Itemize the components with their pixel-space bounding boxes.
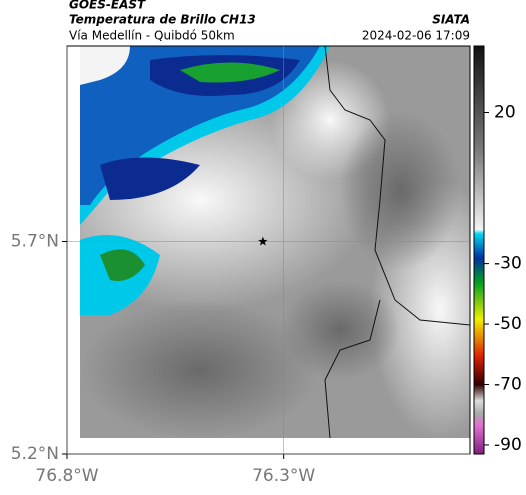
y-tick-label: 5.2°N [11, 444, 59, 464]
colorbar-tick-label: 20 [494, 102, 516, 122]
colorbar-tick-label: -70 [494, 374, 522, 394]
route: Vía Medellín - Quibdó 50km [69, 29, 235, 43]
colorbar-tick-label: -30 [494, 254, 522, 274]
colorbar [473, 45, 485, 455]
subtitle: Temperatura de Brillo CH13 [69, 13, 256, 27]
location-marker [258, 236, 268, 246]
colorbar-tick-label: -50 [494, 314, 522, 334]
x-tick-label: 76.8°W [35, 466, 98, 486]
title: GOES-EAST [69, 0, 146, 12]
source: SIATA [432, 13, 470, 27]
y-tick-label: 5.7°N [11, 232, 59, 252]
timestamp: 2024-02-06 17:09 [362, 29, 470, 43]
colorbar-tick-label: -90 [494, 435, 522, 455]
x-tick-label: 76.3°W [252, 466, 315, 486]
satellite-image [80, 46, 470, 438]
